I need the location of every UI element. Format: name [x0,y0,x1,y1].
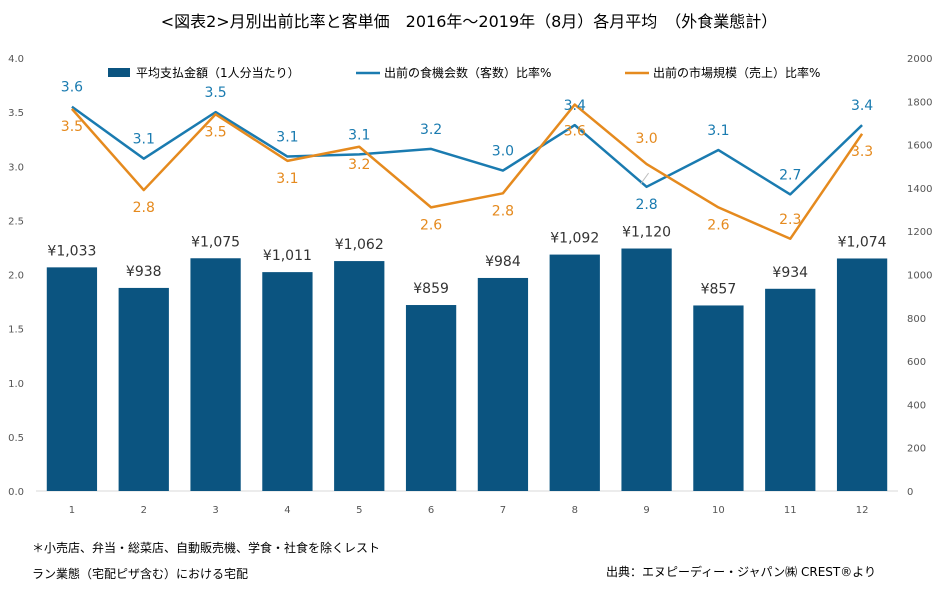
sales-value-label: 2.3 [779,212,801,228]
bar [334,261,385,491]
y-right-tick-label: 1800 [907,97,932,108]
bar [118,287,169,491]
lines [70,103,864,241]
legend-swatch-bar [108,68,130,77]
x-tick-label: 1 [69,505,75,516]
sales-value-label: 3.6 [564,124,586,140]
legend: 平均支払金額（1人分当たり） 出前の食機会数（客数）比率% 出前の市場規模（売上）比… [108,65,820,80]
sales-value-label: 2.6 [707,217,729,233]
bar-value-label: ¥859 [413,281,449,297]
x-tick-label: 9 [643,505,649,516]
y-right-tick-label: 2000 [907,54,932,65]
x-tick-label: 11 [784,505,797,516]
bars [46,248,888,491]
bar [190,258,241,491]
sales-value-label: 3.0 [635,131,657,147]
bar-value-label: ¥938 [126,264,162,280]
legend-label: 出前の市場規模（売上）比率% [653,65,820,80]
x-tick-label: 4 [284,505,290,516]
occasions-value-label: 3.1 [348,127,370,143]
y-right-tick-label: 1600 [907,141,932,152]
footnote-line-1: ＊小売店、弁当・総菜店、自動販売機、学食・社食を除くレスト [32,541,381,555]
y-right-tick-label: 1000 [907,271,932,282]
bar-value-label: ¥934 [772,265,808,281]
occasions-value-label: 3.6 [61,80,83,96]
y-left-tick-label: 0.0 [8,487,24,498]
y-left-tick-label: 3.5 [8,108,24,119]
y-left-tick-label: 0.5 [8,433,24,444]
x-tick-label: 6 [428,505,434,516]
occasions-value-label: 3.4 [851,98,873,114]
y-left-tick-label: 1.5 [8,325,24,336]
bar-value-label: ¥1,092 [550,231,599,247]
x-tick-label: 10 [712,505,725,516]
y-right-tick-label: 400 [907,400,926,411]
sales-value-label: 3.5 [204,124,226,140]
occasions-value-label: 3.1 [133,132,155,148]
x-tick-label: 8 [572,505,578,516]
y-right-tick-label: 200 [907,444,926,455]
occasions-value-label: 2.8 [635,197,657,213]
occasions-value-label: 3.2 [420,122,442,138]
y-right-tick-label: 1400 [907,184,932,195]
sales-value-label: 3.2 [348,157,370,173]
bar-value-label: ¥984 [485,254,521,270]
y-left-tick-label: 3.0 [8,162,24,173]
x-tick-label: 5 [356,505,362,516]
y-left-tick-label: 2.0 [8,271,24,282]
bar [477,277,529,491]
occasions-value-label: 3.4 [564,98,586,114]
y-left-tick-label: 1.0 [8,379,24,390]
y-right-tick-label: 600 [907,357,926,368]
sales-value-label: 2.8 [492,203,514,219]
axes: 0.0 0.5 1.0 1.5 2.0 2.5 3.0 3.5 4.0 0 200 400 600 800… [8,54,932,516]
y-right-tick-label: 800 [907,314,926,325]
y-right-tick-label: 0 [907,487,913,498]
bar [765,288,816,491]
bar-value-label: ¥1,062 [335,237,384,253]
occasions-value-label: 3.0 [492,144,514,160]
sales-value-label: 3.5 [61,119,83,135]
bar [621,248,672,491]
occasions-value-label: 2.7 [779,167,801,183]
data-labels: ¥1,033 ¥938 ¥1,075 ¥1,011 ¥1,062 ¥859 ¥984 ¥1,0… [47,80,886,298]
line-sales [70,103,864,241]
line-occasions [71,105,863,196]
footnote-line-2: ラン業態（宅配ピザ含む）における宅配 [32,567,249,581]
legend-label: 平均支払金額（1人分当たり） [136,65,300,80]
sales-value-label: 3.1 [276,171,298,187]
label-leader-line [640,172,649,185]
bar-value-label: ¥1,033 [47,243,96,259]
sales-value-label: 3.3 [851,144,873,160]
y-left-tick-label: 4.0 [8,54,24,65]
bar-value-label: ¥1,011 [263,248,312,264]
bar-value-label: ¥857 [701,281,737,297]
x-tick-label: 3 [212,505,218,516]
occasions-value-label: 3.1 [707,123,729,139]
legend-label: 出前の食機会数（客数）比率% [384,65,551,80]
occasions-value-label: 3.5 [204,85,226,101]
y-right-tick-label: 1200 [907,227,932,238]
sales-value-label: 2.8 [133,200,155,216]
x-tick-label: 7 [500,505,506,516]
sales-value-label: 2.6 [420,217,442,233]
bar-value-label: ¥1,120 [622,225,671,241]
bar [262,272,313,491]
bar [46,267,98,491]
bar [405,305,457,491]
source-note: 出典：エヌピーディー・ジャパン㈱ CREST®より [606,565,876,579]
x-tick-label: 2 [141,505,147,516]
bar [836,258,888,491]
chart-title: <図表2>月別出前比率と客単価 2016年～2019年（8月）各月平均 （外食業… [161,12,778,31]
y-left-tick-label: 2.5 [8,216,24,227]
bar [693,305,744,491]
bar-value-label: ¥1,075 [191,234,240,250]
bar [549,254,600,491]
occasions-value-label: 3.1 [276,130,298,146]
bar-value-label: ¥1,074 [838,234,887,250]
x-tick-label: 12 [856,505,869,516]
